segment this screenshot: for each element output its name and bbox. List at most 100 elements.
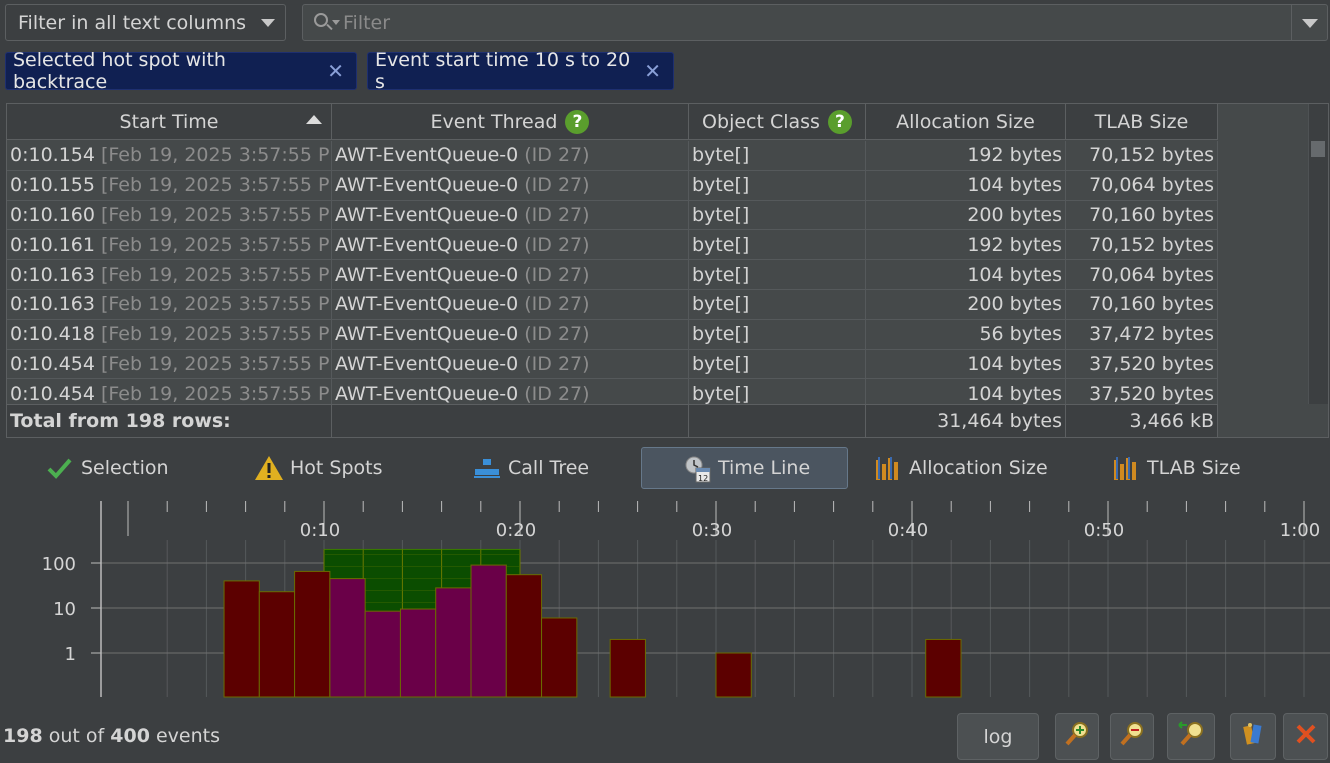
y-tick-label: 100 [42,554,76,575]
selected-bar [329,578,366,698]
tab-label: Selection [81,457,169,479]
tab-tlab-size[interactable]: TLAB Size [1111,447,1241,489]
table-header: Start Time Event Thread ? Object Class ?… [7,104,1218,140]
cell-event-thread: AWT-EventQueue-0 (ID 27) [332,289,689,319]
column-header-event-thread[interactable]: Event Thread ? [332,104,689,140]
cell-allocation-size: 104 bytes [866,170,1066,200]
table-row[interactable]: 0:10.155 [Feb 19, 2025 3:57:55 PM] AWT-Eve… [7,170,1218,201]
bars-icon [873,454,901,482]
cell-event-thread: AWT-EventQueue-0 (ID 27) [332,260,689,289]
close-chart-button[interactable] [1283,713,1328,760]
timeline-chart[interactable]: 0:10 0:20 0:30 0:40 0:50 1:00 100 10 1 [0,496,1330,700]
events-table: Start Time Event Thread ? Object Class ?… [6,103,1329,438]
table-row[interactable]: 0:10.154 [Feb 19, 2025 3:57:55 PM] AWT-Eve… [7,141,1218,171]
x-tick-label: 0:50 [1084,520,1124,541]
cell-start-time: 0:10.161 [Feb 19, 2025 3:57:55 PM] [7,230,332,260]
table-row[interactable]: 0:10.418 [Feb 19, 2025 3:57:55 PM] AWT-Eve… [7,319,1218,350]
table-row[interactable]: 0:10.163 [Feb 19, 2025 3:57:55 PM] AWT-Eve… [7,260,1218,290]
cell-object-class: byte[] [689,319,866,349]
selected-bar [399,608,437,698]
filter-history-dropdown-icon[interactable] [1291,5,1327,40]
bar [258,591,296,698]
cell-event-thread: AWT-EventQueue-0 (ID 27) [332,379,689,409]
cell-object-class: byte[] [689,289,866,319]
zoom-in-button[interactable] [1055,713,1099,760]
tab-label: Hot Spots [290,457,383,479]
tab-label: Allocation Size [909,457,1048,479]
search-icon[interactable] [311,8,341,38]
selected-bar [435,587,472,698]
table-row[interactable]: 0:10.161 [Feb 19, 2025 3:57:55 PM] AWT-Eve… [7,230,1218,261]
cell-start-time: 0:10.163 [Feb 19, 2025 3:57:55 PM] [7,289,332,319]
filter-mode-label: Filter in all text columns [18,11,247,34]
cell-allocation-size: 200 bytes [866,289,1066,319]
table-footer: Total from 198 rows: 31,464 bytes 3,466 … [7,404,1218,437]
bookmark-button[interactable] [1230,713,1276,760]
column-header-object-class[interactable]: Object Class ? [689,104,866,140]
close-icon[interactable]: ✕ [644,59,661,83]
column-header-allocation-size[interactable]: Allocation Size [866,104,1066,140]
filter-chip-hotspot: Selected hot spot with backtrace ✕ [5,49,357,93]
column-header-start-time[interactable]: Start Time [7,104,332,140]
cell-allocation-size: 104 bytes [866,260,1066,289]
cell-event-thread: AWT-EventQueue-0 (ID 27) [332,141,689,170]
bar [294,570,331,698]
event-total: 400 [110,725,150,747]
filter-mode-select[interactable]: Filter in all text columns [5,4,286,41]
x-tick-label: 1:00 [1280,520,1320,541]
bar [609,638,646,698]
cell-allocation-size: 200 bytes [866,200,1066,230]
cell-event-thread: AWT-EventQueue-0 (ID 27) [332,319,689,349]
selected-bar [364,610,401,698]
tab-time-line[interactable]: 12 Time Line [641,447,848,489]
close-icon[interactable]: ✕ [327,59,344,83]
filter-placeholder: Filter [343,11,391,34]
cell-start-time: 0:10.418 [Feb 19, 2025 3:57:55 PM] [7,319,332,349]
cell-tlab-size: 37,472 bytes [1066,319,1218,349]
table-row[interactable]: 0:10.454 [Feb 19, 2025 3:57:55 PM] AWT-Eve… [7,379,1218,410]
cell-object-class: byte[] [689,230,866,260]
tab-selection[interactable]: Selection [45,447,169,489]
zoom-fit-icon [1176,720,1206,753]
cell-tlab-size: 37,520 bytes [1066,349,1218,379]
cell-object-class: byte[] [689,141,866,170]
cell-start-time: 0:10.454 [Feb 19, 2025 3:57:55 PM] [7,349,332,379]
cell-tlab-size: 70,152 bytes [1066,230,1218,260]
table-row[interactable]: 0:10.454 [Feb 19, 2025 3:57:55 PM] AWT-Eve… [7,349,1218,380]
tab-call-tree[interactable]: Call Tree [472,447,589,489]
warning-icon [254,454,283,482]
cell-tlab-size: 70,064 bytes [1066,260,1218,289]
footer-cell [332,405,689,437]
bookmark-icon [1239,720,1267,753]
help-icon[interactable]: ? [565,110,590,134]
cell-start-time: 0:10.160 [Feb 19, 2025 3:57:55 PM] [7,200,332,230]
bar [541,617,578,698]
help-icon[interactable]: ? [827,110,852,134]
zoom-fit-button[interactable] [1167,713,1215,760]
column-label: Allocation Size [896,111,1035,133]
event-count-mid: out of [48,725,105,747]
zoom-out-button[interactable] [1110,713,1154,760]
cell-allocation-size: 56 bytes [866,319,1066,349]
filter-input[interactable]: Filter [302,4,1328,41]
table-row[interactable]: 0:10.163 [Feb 19, 2025 3:57:55 PM] AWT-Eve… [7,289,1218,320]
scrollbar-thumb[interactable] [1311,141,1325,157]
tab-hot-spots[interactable]: Hot Spots [254,447,383,489]
tree-icon [472,454,500,482]
cell-start-time: 0:10.154 [Feb 19, 2025 3:57:55 PM] [7,141,332,170]
log-scale-label: log [983,725,1013,748]
svg-text:12: 12 [698,474,708,483]
checkmark-icon [45,454,73,482]
table-scrollbar[interactable] [1308,104,1328,404]
tab-allocation-size[interactable]: Allocation Size [873,447,1048,489]
table-row[interactable]: 0:10.160 [Feb 19, 2025 3:57:55 PM] AWT-Eve… [7,200,1218,231]
cell-object-class: byte[] [689,260,866,289]
cell-object-class: byte[] [689,379,866,409]
footer-alloc-total: 31,464 bytes [866,405,1066,437]
cell-object-class: byte[] [689,349,866,379]
column-label: Start Time [119,111,219,133]
footer-cell [689,405,866,437]
zoom-in-icon [1063,720,1091,753]
log-scale-button[interactable]: log [957,713,1039,760]
column-header-tlab-size[interactable]: TLAB Size [1066,104,1218,140]
